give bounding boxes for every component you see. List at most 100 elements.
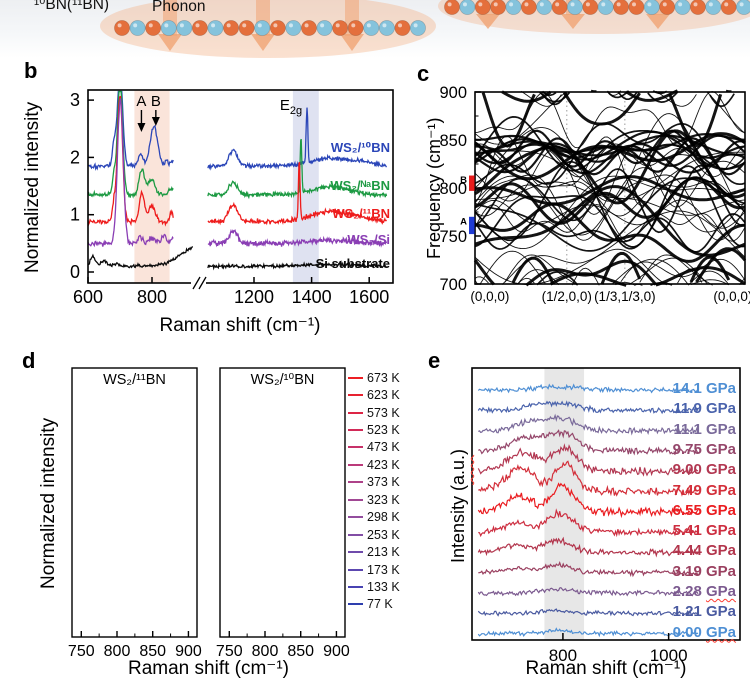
mode-a-marker — [469, 216, 475, 235]
phonon-band-curve — [474, 185, 746, 257]
pressure-value: 5.41 — [672, 522, 706, 540]
phonon-arrow-head — [340, 34, 364, 51]
x-tick-label: 800 — [252, 643, 279, 660]
nitrogen-atom — [410, 20, 426, 36]
boron-atom — [269, 20, 286, 36]
legend-item: 323 K — [348, 491, 400, 508]
phonon-band-curve — [474, 91, 746, 149]
nitrogen-atom — [176, 20, 193, 36]
x-tick-label: 1600 — [349, 287, 389, 307]
atom-highlight — [585, 2, 590, 7]
plot-frame — [471, 367, 741, 641]
phonon-band-curve — [475, 150, 745, 200]
y-tick-label: 3 — [70, 90, 80, 110]
pressure-label: 11.1 GPa — [673, 421, 736, 438]
raman-spectrum-curve — [207, 228, 388, 248]
legend-line-sample — [348, 446, 363, 449]
boron-atom — [444, 0, 460, 15]
legend-line-sample — [348, 551, 363, 554]
phonon-band-curve — [474, 165, 746, 248]
plot-frame — [71, 367, 198, 638]
atom-highlight — [662, 2, 667, 7]
panel-e-ylabel-au: a.u. — [448, 454, 468, 485]
series-label: WS₂/¹¹BN — [332, 206, 390, 221]
phonon-band-curve — [474, 91, 746, 145]
y-tick-label: 850 — [439, 132, 467, 150]
boron-atom — [659, 0, 676, 15]
legend-label: 253 K — [367, 527, 400, 542]
atom-highlight — [398, 23, 403, 28]
phonon-band-curve — [474, 177, 746, 252]
pressure-unit: GPa — [705, 562, 736, 580]
nitrogen-atom — [736, 0, 750, 15]
atom-highlight — [133, 23, 138, 28]
panel-b-tag: b — [24, 58, 38, 83]
pressure-unit: GPa — [705, 542, 736, 560]
atom-highlight — [148, 23, 153, 28]
nitrogen-atom — [207, 20, 224, 36]
legend-label: 323 K — [367, 492, 400, 507]
nitrogen-atom — [363, 20, 380, 36]
x-tick-label: (0,0,0) — [470, 289, 509, 304]
y-tick-label: 900 — [439, 84, 467, 102]
e2g-annotation: E2g — [280, 97, 302, 117]
pressure-unit: GPa — [705, 522, 736, 540]
x-tick-label: 900 — [175, 643, 202, 660]
pressure-value: 9.00 — [672, 461, 706, 479]
boron-atom — [332, 20, 349, 36]
atom-highlight — [708, 2, 713, 7]
peak-b-arrow-head — [151, 117, 160, 126]
nitrogen-atom — [674, 0, 691, 15]
panel-d-tag: d — [22, 348, 36, 373]
phonon-arrow-head — [646, 14, 670, 29]
nitrogen-atom — [567, 0, 583, 15]
boron-atom — [628, 0, 645, 15]
atom-highlight — [211, 23, 216, 28]
legend-label: 298 K — [367, 510, 400, 525]
legend-item: 173 K — [348, 561, 400, 578]
x-tick-label: 600 — [73, 287, 103, 307]
x-tick-label: 900 — [323, 643, 350, 660]
raman-spectrum-curve — [207, 107, 388, 171]
atom-highlight — [539, 2, 544, 7]
legend-line-sample — [348, 376, 363, 379]
pressure-spectrum-curve — [478, 561, 699, 578]
pressure-spectrum-curve — [477, 383, 699, 394]
phonon-band-curve — [474, 132, 746, 181]
panel-c-tag: c — [417, 61, 430, 86]
x-tick-label: 850 — [139, 643, 166, 660]
pressure-spectrum-curve — [477, 627, 699, 638]
legend-item: 77 K — [348, 596, 400, 613]
pressure-value: 11.9 — [673, 400, 706, 418]
phonon-band-curve — [590, 89, 732, 92]
raman-spectrum-curve — [87, 246, 193, 269]
legend-item: 623 K — [348, 386, 400, 403]
legend-item: 573 K — [348, 404, 400, 421]
pressure-spectrum-curve — [477, 587, 699, 597]
panel-b: 0 1 2 3 600 800 1200 1400 1600 A B E2g b Normalized… — [10, 60, 410, 343]
x-tick-label: (1/2,0,0) — [542, 289, 592, 304]
nitrogen-atom — [705, 0, 722, 15]
legend-line-sample — [348, 394, 363, 397]
nitrogen-atom — [505, 0, 522, 15]
y-tick-label: 2 — [70, 147, 80, 167]
legend-label: 473 K — [367, 440, 400, 455]
x-tick-label: (0,0,0) — [713, 289, 750, 304]
atom-highlight — [724, 2, 729, 7]
highlight-band — [544, 368, 585, 640]
pressure-value: 7.49 — [672, 481, 706, 499]
atom-highlight — [242, 23, 247, 28]
raman-spectrum-curve — [87, 90, 174, 171]
pressure-unit: GPa — [705, 501, 736, 519]
atom-highlight — [447, 2, 452, 7]
panel-d-xlabel: Raman shift (cm⁻¹) — [128, 658, 289, 679]
panel-b-plot: 0 1 2 3 600 800 1200 1400 1600 A B E2g — [70, 89, 394, 307]
peak-b-annotation: B — [151, 93, 161, 110]
nitrogen-atom — [129, 20, 146, 36]
raman-spectrum-curve — [207, 138, 388, 200]
phonon-band-curve — [474, 213, 746, 253]
raman-spectrum-curve — [87, 98, 174, 248]
temperature-legend: 673 K 623 K 573 K 523 K 473 K 423 K 373 K 323 K… — [348, 369, 400, 613]
bn-isotope-label: ¹⁰BN(¹¹BN) — [34, 0, 110, 13]
legend-item: 373 K — [348, 474, 400, 491]
